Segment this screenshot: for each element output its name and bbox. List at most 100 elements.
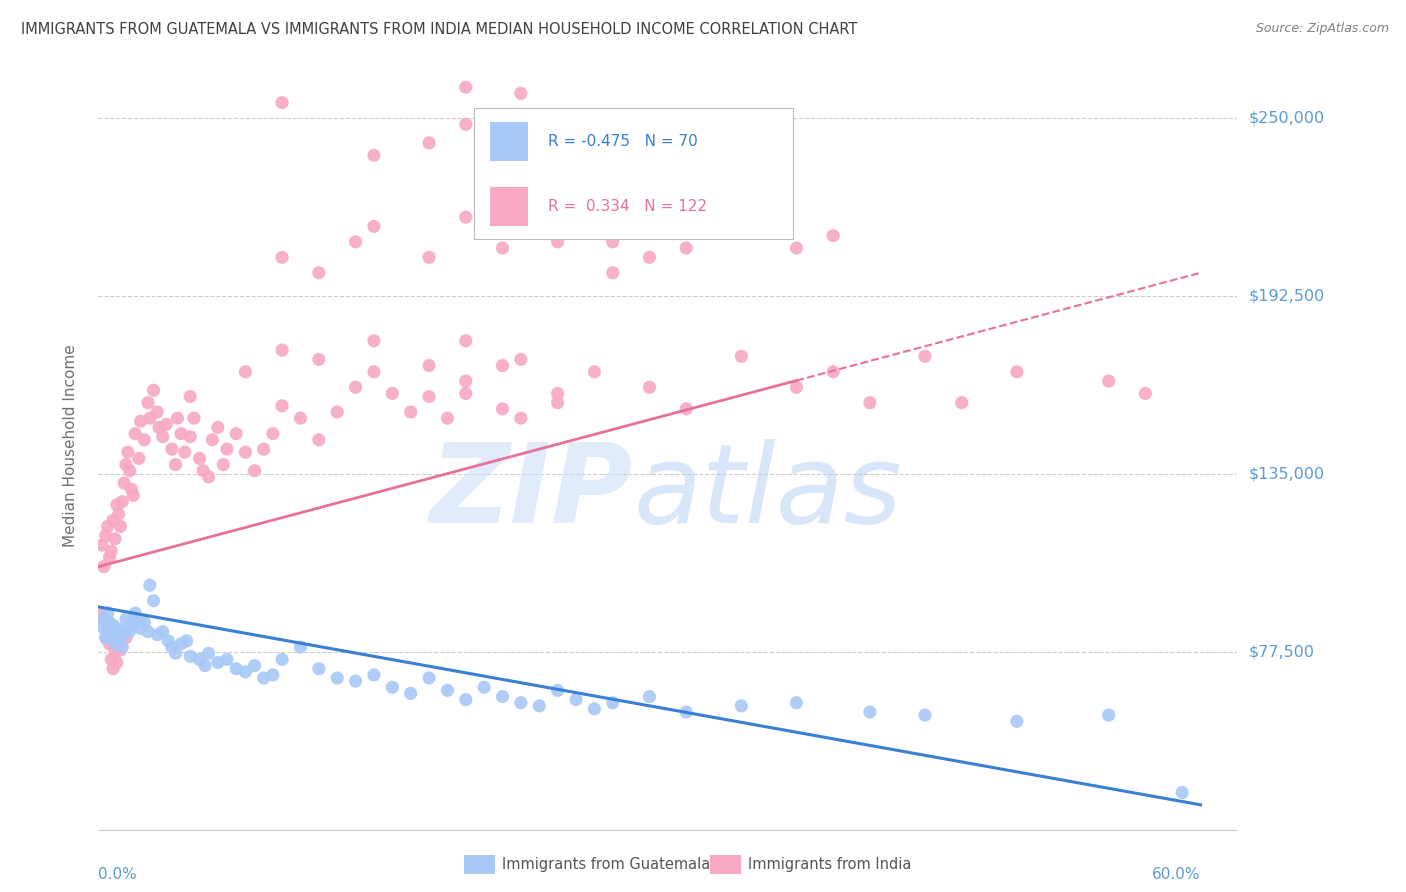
Point [290,411,312,425]
Point [1005,365,1028,379]
Text: $250,000: $250,000 [1249,111,1324,126]
Point [139,411,162,425]
Point [115,631,138,645]
Point [491,359,513,373]
Text: Immigrants from India: Immigrants from India [748,857,911,871]
Point [129,414,152,428]
Point [188,451,211,466]
Point [859,395,882,409]
Point [262,668,284,682]
Point [197,470,219,484]
Point [914,708,936,723]
Point [142,593,165,607]
Point [97,519,120,533]
Point [602,179,624,194]
Point [547,235,569,249]
Point [344,674,367,689]
Point [454,210,477,224]
Point [197,646,219,660]
Point [98,615,121,630]
Point [93,559,115,574]
Point [98,550,121,565]
Point [115,612,138,626]
Point [472,680,495,694]
Point [91,538,114,552]
Point [363,334,385,348]
Point [107,624,129,639]
Point [1098,374,1121,388]
Point [170,426,193,441]
Point [785,241,807,255]
Point [179,390,201,404]
Point [914,349,936,363]
Point [454,692,477,706]
Point [436,683,458,698]
Point [253,671,276,685]
Point [166,411,188,425]
Point [491,241,513,255]
Point [529,698,551,713]
Point [152,624,174,639]
Point [134,615,156,630]
Point [136,624,159,639]
Point [157,633,180,648]
Point [165,458,187,472]
Point [418,136,440,150]
Point [509,87,531,101]
Text: IMMIGRANTS FROM GUATEMALA VS IMMIGRANTS FROM INDIA MEDIAN HOUSEHOLD INCOME CORRE: IMMIGRANTS FROM GUATEMALA VS IMMIGRANTS … [21,22,858,37]
Point [491,690,513,704]
Point [381,386,404,401]
Point [142,384,165,398]
Point [94,529,117,543]
Point [118,464,141,478]
Point [93,622,115,636]
Point [454,386,477,401]
Point [98,637,121,651]
Point [111,640,134,654]
Text: $135,000: $135,000 [1249,467,1324,482]
Point [1171,785,1194,799]
Point [308,662,330,676]
Point [436,411,458,425]
Point [225,662,247,676]
Point [104,532,127,546]
Point [859,705,882,719]
Point [155,417,177,432]
Point [1005,714,1028,729]
Point [381,680,404,694]
Point [730,698,752,713]
Point [111,494,134,508]
Point [308,352,330,367]
Point [110,519,132,533]
Point [638,380,661,394]
Point [675,401,697,416]
Point [212,458,235,472]
Point [243,658,266,673]
Point [160,640,183,654]
Point [97,606,120,620]
Point [124,606,146,620]
Text: 60.0%: 60.0% [1152,867,1201,881]
Point [730,219,752,234]
Point [100,544,122,558]
Text: $192,500: $192,500 [1249,288,1324,303]
Point [509,352,531,367]
Point [823,228,845,243]
Point [363,219,385,234]
Point [243,464,266,478]
Point [271,343,294,357]
Point [117,622,139,636]
Point [160,442,183,456]
Point [547,395,569,409]
Point [104,643,127,657]
Point [115,458,138,472]
Point [344,380,367,394]
Point [363,668,385,682]
Point [602,696,624,710]
Point [253,442,276,456]
Point [785,696,807,710]
Point [117,445,139,459]
Point [188,652,211,666]
Point [1135,386,1157,401]
Point [94,631,117,645]
